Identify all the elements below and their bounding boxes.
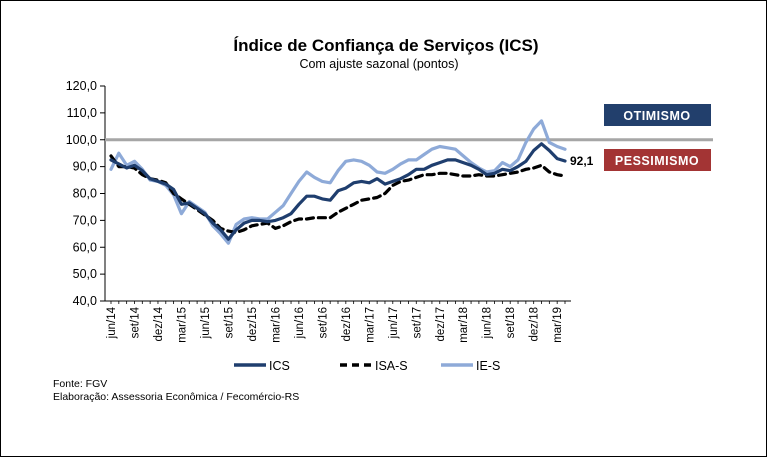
x-tick-label: mar/16: [270, 307, 282, 343]
otimismo-box-bg: [604, 104, 711, 126]
x-tick-label: jun/16: [294, 307, 306, 339]
x-tick-label: set/15: [223, 307, 235, 338]
x-tick-label: dez/15: [247, 307, 259, 342]
x-tick-label: set/17: [411, 307, 423, 338]
x-tick-label: jun/15: [200, 307, 212, 339]
x-tick-label: set/14: [129, 306, 141, 338]
series-layer: [109, 119, 567, 245]
y-axis: 40,0 50,0 60,0 70,0 80,0 90,0 100,0 110,0 120,0: [66, 79, 106, 308]
otimismo-label: OTIMISMO: [623, 109, 690, 123]
x-tick-label: jun/14: [106, 306, 118, 339]
legend-label-isa-s: ISA-S: [375, 359, 408, 373]
series-line-ie-s: [109, 119, 567, 245]
legend: ICS ISA-S IE-S: [234, 359, 500, 373]
x-tick-label: set/18: [505, 307, 517, 338]
y-tick-label: 80,0: [73, 187, 97, 201]
source-text: Fonte: FGV: [53, 378, 107, 390]
x-tick-label: mar/17: [364, 307, 376, 343]
x-tick-label: mar/18: [458, 307, 470, 343]
legend-label-ics: ICS: [269, 359, 290, 373]
pessimismo-box-bg: [604, 149, 711, 171]
x-tick-label: mar/15: [176, 307, 188, 343]
y-tick-label: 60,0: [73, 240, 97, 254]
y-tick-label: 110,0: [67, 106, 97, 120]
x-tick-label: jun/18: [482, 307, 494, 339]
last-value-label: 92,1: [570, 154, 594, 168]
pessimismo-label: PESSIMISMO: [615, 154, 699, 168]
x-tick-label: mar/19: [552, 307, 564, 343]
x-tick-label: dez/16: [341, 307, 353, 342]
y-tick-label: 70,0: [73, 213, 97, 227]
otimismo-box: OTIMISMO: [604, 104, 711, 126]
series-line-isa-s: [109, 154, 567, 235]
x-tick-label: dez/14: [153, 306, 165, 341]
x-tick-label: jun/17: [388, 307, 400, 339]
y-tick-label: 40,0: [73, 294, 97, 308]
chart-subtitle: Com ajuste sazonal (pontos): [299, 57, 458, 71]
elaboration-text: Elaboração: Assessoria Econômica / Fecom…: [53, 391, 299, 403]
y-tick-label: 50,0: [73, 267, 97, 281]
series-line-ics: [109, 142, 567, 241]
legend-label-ie-s: IE-S: [476, 359, 500, 373]
y-tick-label: 100,0: [66, 133, 97, 147]
x-axis: jun/14 set/14 dez/14 mar/15 jun/15 set/15 dez/…: [105, 300, 571, 343]
y-tick-label: 90,0: [73, 160, 97, 174]
x-tick-label: dez/18: [529, 307, 541, 342]
x-tick-label: dez/17: [435, 307, 447, 342]
pessimismo-box: PESSIMISMO: [604, 149, 711, 171]
chart-title: Índice de Confiança de Serviços (ICS): [233, 36, 538, 55]
x-tick-label: set/16: [317, 307, 329, 338]
y-tick-label: 120,0: [66, 79, 97, 93]
